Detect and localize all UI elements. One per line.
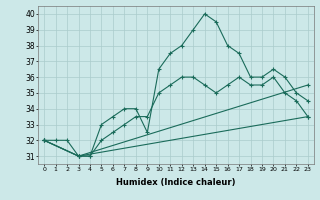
X-axis label: Humidex (Indice chaleur): Humidex (Indice chaleur) xyxy=(116,178,236,187)
